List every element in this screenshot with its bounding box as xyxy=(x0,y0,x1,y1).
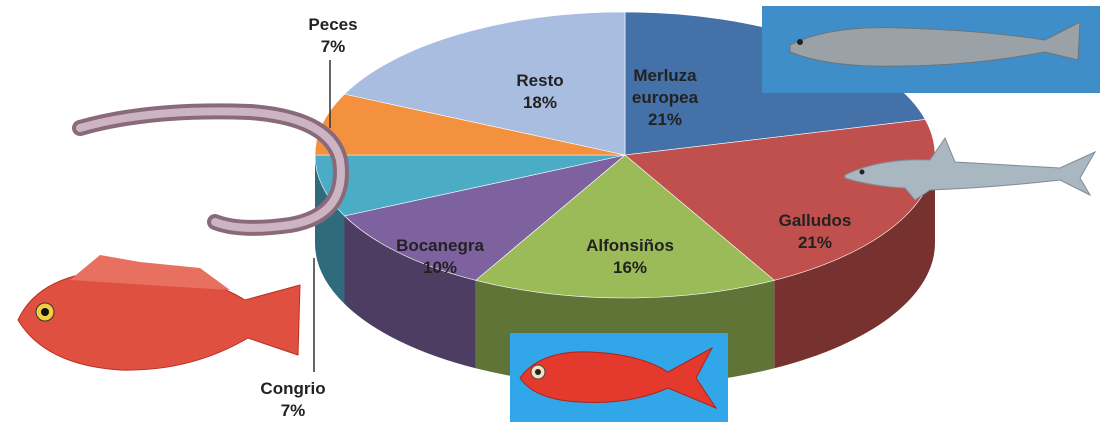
category-label: Galludos xyxy=(778,211,852,230)
slice-label: Alfonsiños 16% xyxy=(586,235,674,279)
slice xyxy=(343,11,626,156)
value-label: 21% xyxy=(647,110,683,129)
category-label: Congrio xyxy=(260,379,326,398)
slice-side xyxy=(344,215,476,369)
slice-side xyxy=(774,155,935,369)
slice-label: Peces 7% xyxy=(308,14,357,58)
slice-label: Merluza europea 21% xyxy=(618,65,713,131)
category-label: Merluza europea xyxy=(631,66,699,107)
alfonsino-photo xyxy=(510,333,728,422)
slice-side xyxy=(315,155,345,304)
value-label: 21% xyxy=(797,233,833,252)
slice xyxy=(314,154,626,217)
eel-picture xyxy=(72,103,349,236)
slice xyxy=(624,119,936,281)
slice-label: Congrio 7% xyxy=(260,378,325,422)
slice-label: Resto 18% xyxy=(516,70,563,114)
value-label: 7% xyxy=(320,37,346,56)
category-label: Bocanegra xyxy=(396,236,484,255)
slice xyxy=(475,154,775,299)
value-label: 18% xyxy=(522,93,558,112)
value-label: 16% xyxy=(612,258,648,277)
category-label: Alfonsiños xyxy=(586,236,674,255)
slice-label: Galludos 21% xyxy=(779,210,852,254)
value-label: 10% xyxy=(422,258,458,277)
value-label: 7% xyxy=(280,401,306,420)
rosefish-picture xyxy=(17,255,301,371)
hake-photo xyxy=(762,6,1100,93)
category-label: Resto xyxy=(516,71,564,90)
slice xyxy=(343,154,626,281)
slice-label: Bocanegra 10% xyxy=(396,235,484,279)
shark-picture xyxy=(844,136,1097,201)
category-label: Peces xyxy=(308,15,358,34)
